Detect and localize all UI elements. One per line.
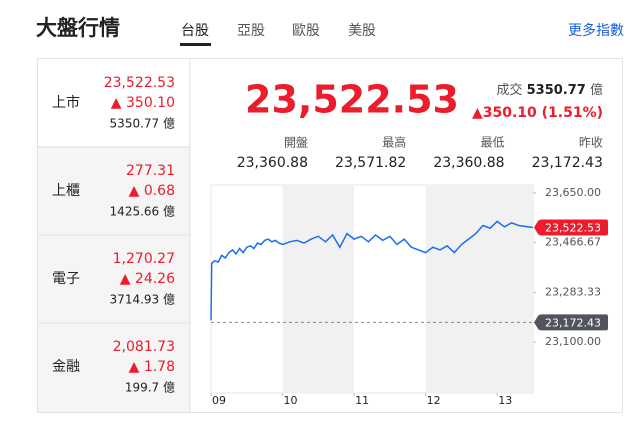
- stat-value: 23,360.88: [433, 155, 504, 171]
- reference-pointer: [534, 314, 539, 331]
- title: 大盤行情: [36, 16, 120, 40]
- stat-value: 23,172.43: [532, 155, 603, 171]
- main-price: 23,522.53: [245, 78, 459, 122]
- volume: 成交 5350.77 億: [496, 82, 603, 98]
- index-change: ▲ 0.68: [129, 183, 175, 199]
- index-price: 1,270.27: [113, 251, 175, 267]
- volume-label: 成交: [496, 82, 522, 98]
- last-price-label: 23,522.53: [545, 222, 601, 235]
- index-volume: 5350.77 億: [110, 117, 175, 131]
- stat-value: 23,360.88: [237, 155, 308, 171]
- x-tick-label: 11: [355, 394, 369, 407]
- stat-value: 23,571.82: [335, 155, 406, 171]
- index-name: 上市: [52, 94, 80, 111]
- stat-label: 開盤: [284, 136, 308, 150]
- sidebar-bg: [38, 146, 190, 412]
- index-change: ▲ 1.78: [129, 359, 175, 375]
- x-tick-label: 12: [427, 394, 441, 407]
- last-price-pointer: [534, 219, 539, 236]
- session-band: [497, 185, 533, 393]
- tab[interactable]: 歐股: [292, 23, 320, 39]
- index-volume: 3714.93 億: [110, 293, 175, 307]
- volume-value: 5350.77: [527, 83, 586, 98]
- index-volume: 1425.66 億: [110, 205, 175, 219]
- tab[interactable]: 亞股: [237, 23, 265, 39]
- x-tick-label: 13: [498, 394, 512, 407]
- y-tick-label: 23,100.00: [545, 335, 601, 348]
- last-price-badge: [539, 219, 608, 236]
- index-price: 277.31: [126, 163, 175, 179]
- more-link[interactable]: 更多指數: [568, 22, 624, 39]
- y-tick-label: 23,466.67: [545, 236, 601, 249]
- sidebar: 上市 23,522.53 ▲ 350.10 5350.77 億上櫃 277.31 ▲ 0.…: [38, 75, 190, 395]
- x-tick-label: 10: [284, 394, 298, 407]
- index-name: 上櫃: [52, 183, 80, 199]
- reference-label: 23,172.43: [545, 316, 601, 329]
- chart: 09 10 11 12 13 23,650.00 23,466.67 23,283.33 23,…: [210, 184, 608, 407]
- panel: [37, 58, 623, 413]
- index-change: ▲ 350.10: [111, 95, 175, 111]
- tab[interactable]: 台股: [181, 23, 209, 39]
- stat-label: 最高: [382, 135, 406, 150]
- reference-badge: [539, 314, 608, 331]
- main-change: ▲350.10 (1.51%): [472, 105, 603, 121]
- session-band: [425, 185, 498, 393]
- x-tick-label: 09: [212, 394, 226, 407]
- session-band: [282, 185, 355, 393]
- stats: 開盤 23,360.88 最高 23,571.82 最低 23,360.88 昨收 23,17…: [237, 135, 603, 172]
- stat-label: 最低: [481, 136, 505, 150]
- index-volume: 199.7 億: [125, 381, 175, 395]
- tab[interactable]: 美股: [348, 23, 376, 39]
- stat-label: 昨收: [579, 136, 603, 150]
- y-tick-label: 23,650.00: [545, 186, 601, 199]
- index-price: 2,081.73: [113, 339, 175, 355]
- index-price: 23,522.53: [104, 75, 175, 91]
- y-tick-label: 23,283.33: [545, 285, 601, 298]
- index-name: 電子: [52, 271, 80, 287]
- tab-underline: [180, 43, 211, 46]
- volume-unit: 億: [590, 82, 603, 98]
- price-line: [210, 220, 534, 321]
- index-change: ▲ 24.26: [120, 271, 175, 287]
- index-name: 金融: [52, 359, 80, 375]
